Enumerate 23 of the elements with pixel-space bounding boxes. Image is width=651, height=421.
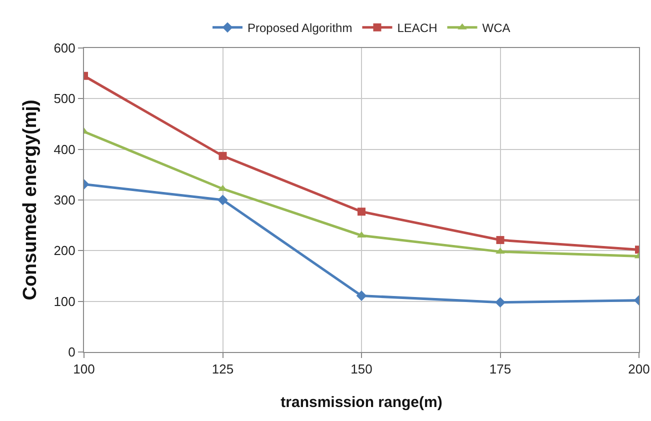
point [496,236,504,244]
y-tick-label: 0 [68,344,76,360]
point [356,290,367,301]
legend-label: WCA [482,21,510,36]
legend-label: LEACH [397,21,438,36]
y-tick-label: 500 [54,91,76,106]
y-tick-label: 600 [54,40,76,56]
point [218,194,228,206]
y-tick-label: 300 [54,192,76,208]
point [495,297,506,308]
point [218,152,227,160]
x-tick-label: 200 [628,362,650,377]
legend-label: Proposed Algorithm [248,21,352,36]
y-tick-label: 100 [54,294,76,309]
y-tick-label: 200 [54,243,76,258]
x-tick-label: 125 [212,362,234,377]
point [358,208,366,216]
x-tick-label: 100 [73,362,95,377]
x-axis-title: transmission range(m) [280,394,442,411]
x-tick-label: 175 [489,362,512,377]
y-tick-label: 400 [54,142,76,157]
y-axis-title: Consumed energy(mj) [20,100,41,300]
x-tick-label: 150 [350,362,372,377]
